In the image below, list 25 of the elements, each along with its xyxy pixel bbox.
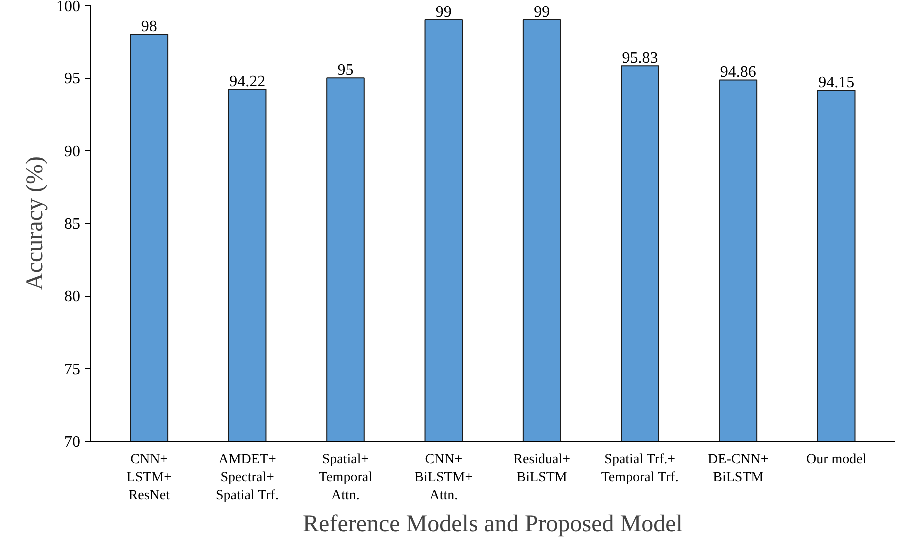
x-tick-label: CNN+ LSTM+ ResNet — [126, 452, 172, 504]
data-label: 99 — [436, 4, 452, 22]
data-label: 95 — [338, 62, 354, 80]
x-axis-title: Reference Models and Proposed Model — [303, 512, 684, 538]
y-tick-label: 100 — [56, 0, 80, 16]
x-tick-label: Spatial+ Temporal Attn. — [319, 452, 373, 504]
x-tick-label: AMDET+ Spectral+ Spatial Trf. — [216, 452, 279, 504]
y-axis-title: Accuracy (%) — [22, 156, 48, 290]
y-tick-label: 80 — [64, 288, 80, 306]
data-label: 98 — [141, 18, 158, 36]
data-label: 94.15 — [818, 74, 855, 92]
data-label: 94.86 — [720, 64, 756, 82]
y-tick-label: 75 — [64, 361, 80, 378]
x-tick-label: Spatial Trf.+ Temporal Trf. — [601, 452, 679, 486]
x-tick-label: DE-CNN+ BiLSTM — [708, 452, 769, 486]
x-tick-label: Residual+ BiLSTM — [514, 452, 571, 486]
x-tick-label: Our model — [806, 452, 867, 468]
data-label: 99 — [534, 4, 550, 22]
data-label: 94.22 — [230, 74, 266, 91]
y-tick-label: 95 — [64, 70, 80, 88]
y-tick-label: 70 — [64, 434, 80, 451]
x-tick-label: CNN+ BiLSTM+ Attn. — [414, 452, 474, 504]
y-tick-label: 90 — [64, 143, 80, 160]
y-tick-label: 85 — [64, 216, 80, 233]
data-label: 95.83 — [622, 50, 658, 68]
